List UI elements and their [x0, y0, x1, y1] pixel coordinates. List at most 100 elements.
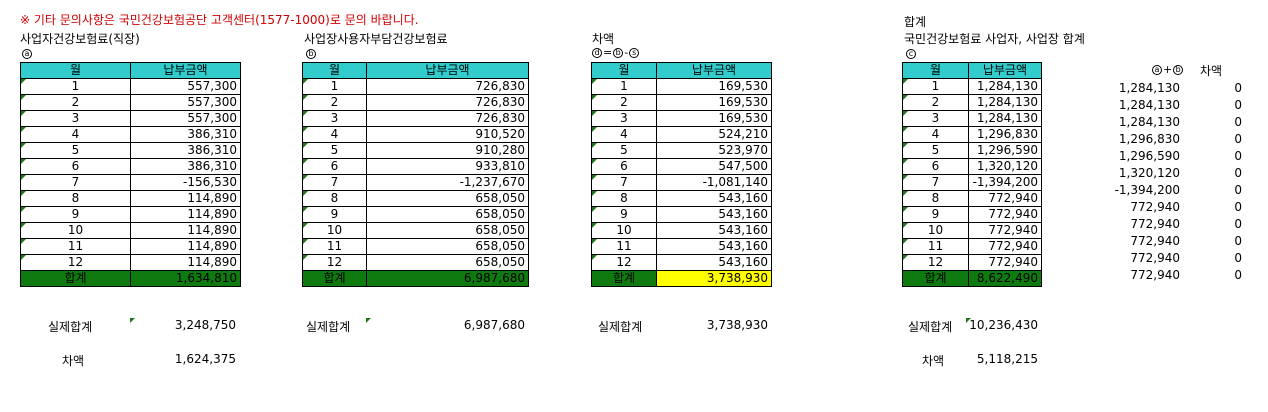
amount-cell: -156,530 [130, 174, 241, 191]
month-cell: 1 [591, 78, 657, 95]
side-diff-value: 0 [1234, 148, 1242, 163]
month-cell: 7 [591, 174, 657, 191]
amount-cell: 658,050 [366, 254, 529, 271]
month-cell: 8 [20, 190, 131, 207]
month-cell: 1 [302, 78, 367, 95]
amount-cell: 169,530 [656, 78, 772, 95]
month-header: 월 [20, 62, 131, 79]
table-row: 12 658,050 [302, 254, 529, 271]
amount-cell: 772,940 [968, 206, 1042, 223]
month-cell: 11 [20, 238, 131, 255]
month-cell: 6 [302, 158, 367, 175]
side-row: 1,284,130 0 [1110, 79, 1242, 96]
block1-marker-symbol: a [22, 48, 32, 59]
table-row: 6 933,810 [302, 158, 529, 175]
month-cell: 2 [20, 94, 131, 111]
formula-s: s [629, 47, 640, 58]
table-row: 5 386,310 [20, 142, 241, 159]
month-cell: 11 [902, 238, 969, 255]
amount-cell: 114,890 [130, 238, 241, 255]
table-row: 2 169,530 [591, 94, 772, 111]
table-row: 1 726,830 [302, 78, 529, 95]
side-diff-header: 차액 [1200, 64, 1223, 78]
month-cell: 7 [20, 174, 131, 191]
month-header: 월 [902, 62, 969, 79]
table-row: 2 1,284,130 [902, 94, 1042, 111]
block2-real-total-label: 실제합계 [306, 320, 351, 334]
amount-cell: 169,530 [656, 110, 772, 127]
month-cell: 1 [902, 78, 969, 95]
month-header: 월 [302, 62, 367, 79]
block3-title: 차액 [592, 32, 615, 46]
side-row: 772,940 0 [1110, 249, 1242, 266]
month-cell: 12 [591, 254, 657, 271]
month-cell: 3 [902, 110, 969, 127]
month-cell: 12 [20, 254, 131, 271]
amount-header: 납부금액 [656, 62, 772, 79]
block3-table: 월 납부금액 1 169,530 2 169,530 3 169,530 4 524,210 5… [591, 62, 772, 287]
amount-cell: 658,050 [366, 222, 529, 239]
side-sum-plus: + [1163, 63, 1173, 76]
table-row: 7 -1,394,200 [902, 174, 1042, 191]
amount-cell: -1,081,140 [656, 174, 772, 191]
side-sum-value: 772,940 [1130, 199, 1180, 214]
table-row: 3 726,830 [302, 110, 529, 127]
amount-cell: 557,300 [130, 94, 241, 111]
formula-b: b [613, 47, 624, 58]
table-row: 10 772,940 [902, 222, 1042, 239]
side-diff-value: 0 [1234, 97, 1242, 112]
block4-diff-value: 5,118,215 [976, 352, 1038, 366]
month-cell: 4 [902, 126, 969, 143]
table-row: 4 1,296,830 [902, 126, 1042, 143]
block2-title: 사업장사용자부담건강보험료 [304, 32, 448, 46]
table-row: 4 910,520 [302, 126, 529, 143]
amount-cell: 1,320,120 [968, 158, 1042, 175]
amount-cell: 772,940 [968, 254, 1042, 271]
amount-cell: 772,940 [968, 190, 1042, 207]
block1-title: 사업자건강보험료(직장) [20, 32, 140, 46]
month-cell: 2 [302, 94, 367, 111]
amount-cell: 658,050 [366, 190, 529, 207]
month-cell: 7 [302, 174, 367, 191]
month-cell: 11 [302, 238, 367, 255]
table-row: 9 772,940 [902, 206, 1042, 223]
month-cell: 5 [902, 142, 969, 159]
side-row: 772,940 0 [1110, 198, 1242, 215]
month-cell: 9 [591, 206, 657, 223]
table-row: 11 114,890 [20, 238, 241, 255]
total-label: 합계 [20, 270, 131, 287]
amount-cell: 1,284,130 [968, 94, 1042, 111]
total-row: 합계 8,622,490 [902, 270, 1042, 287]
month-cell: 9 [902, 206, 969, 223]
month-cell: 5 [591, 142, 657, 159]
side-row: -1,394,200 0 [1110, 181, 1242, 198]
amount-cell: 1,284,130 [968, 110, 1042, 127]
table-row: 3 169,530 [591, 110, 772, 127]
block1-real-total-label: 실제합계 [48, 320, 93, 334]
side-sum-value: 1,284,130 [1118, 114, 1180, 129]
side-diff-value: 0 [1234, 182, 1242, 197]
block4-marker-symbol: c [906, 48, 916, 59]
table-row: 10 658,050 [302, 222, 529, 239]
side-sum-header: a + b [1152, 63, 1184, 76]
block1-marker: a [22, 46, 32, 60]
block3-formula: d = b - s [592, 46, 640, 59]
block4-section: 합계 [904, 15, 927, 29]
table-row: 4 386,310 [20, 126, 241, 143]
table-row: 1 169,530 [591, 78, 772, 95]
amount-header: 납부금액 [130, 62, 241, 79]
table-row: 4 524,210 [591, 126, 772, 143]
table-row: 9 543,160 [591, 206, 772, 223]
block4-diff-label: 차액 [922, 354, 945, 368]
side-sum-value: 1,296,830 [1118, 131, 1180, 146]
table-row: 8 543,160 [591, 190, 772, 207]
table-row: 1 557,300 [20, 78, 241, 95]
month-cell: 4 [20, 126, 131, 143]
side-diff-value: 0 [1234, 131, 1242, 146]
amount-cell: 543,160 [656, 254, 772, 271]
month-cell: 3 [591, 110, 657, 127]
amount-cell: 772,940 [968, 222, 1042, 239]
side-diff-value: 0 [1234, 114, 1242, 129]
month-cell: 3 [302, 110, 367, 127]
total-label: 합계 [591, 270, 657, 287]
